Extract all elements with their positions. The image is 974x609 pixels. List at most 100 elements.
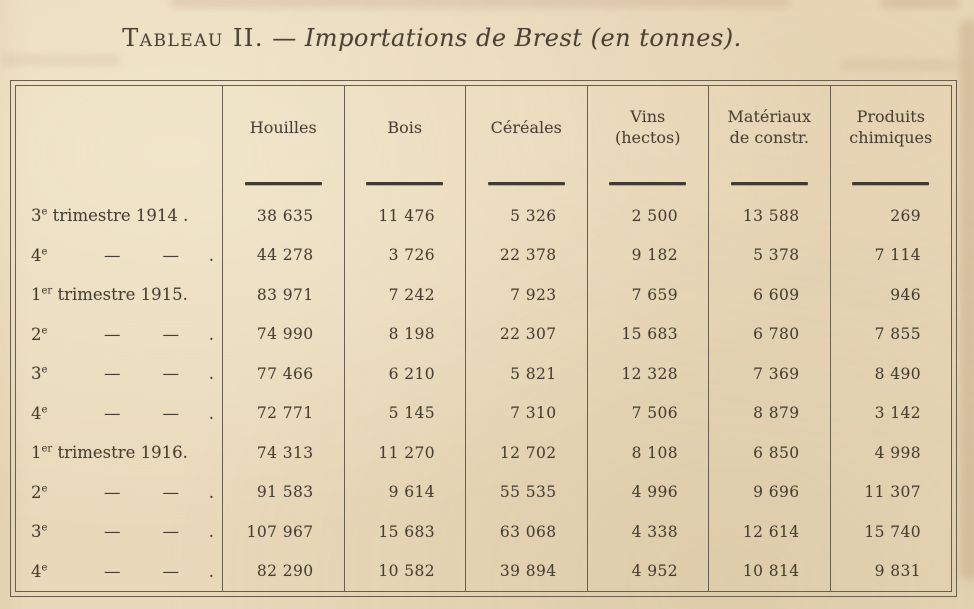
print-bleed-smudge [170,0,790,8]
cell-materiaux-de-constr-row9: 12 614 [708,512,830,552]
cell-materiaux-de-constr-row3: 6 609 [708,275,830,315]
cell-vins-row6: 7 506 [586,393,709,433]
ditto-dash: — [104,245,121,265]
ditto-dash: — [104,403,121,423]
table-outer-frame: Houilles Bois Céréales Vins (hectos) Matériau… [10,80,957,597]
cell-produits-chimiques-row2: 7 114 [829,235,952,275]
row-label: 1er trimestre 1916. [16,433,222,473]
column-header-vins: Vins (hectos) [586,86,709,170]
cell-cereales-row5: 5 821 [465,354,587,394]
cell-cereales-row7: 12 702 [465,433,587,473]
cell-cereales-row9: 63 068 [465,512,587,552]
row-label-period: . [208,245,214,265]
cell-produits-chimiques-row1: 269 [829,196,952,236]
header-rule-bar [852,181,930,185]
row-ordinal: 2e [31,482,48,502]
row-label-text: 3e trimestre 1914 . [31,206,189,226]
cell-bois-row3: 7 242 [343,275,466,315]
cell-bois-row9: 15 683 [343,512,466,552]
cell-materiaux-de-constr-row8: 9 696 [708,472,830,512]
row-label: 3e — —. [16,354,222,394]
cell-vins-row2: 9 182 [586,235,709,275]
row-ordinal: 3e [31,364,48,384]
column-header-houilles: Houilles [222,86,344,170]
cell-bois-row2: 3 726 [343,235,466,275]
cell-bois-row7: 11 270 [343,433,466,473]
ditto-dash: — [104,561,121,581]
cell-materiaux-de-constr-row7: 6 850 [708,433,830,473]
row-ordinal: 4e [31,403,48,423]
print-bleed-smudge [0,55,120,65]
row-ordinal: 3e [31,522,48,542]
cell-produits-chimiques-row9: 15 740 [829,512,952,552]
header-rule-houilles [222,170,344,196]
cell-houilles-row8: 91 583 [222,472,344,512]
header-rule-cereales [465,170,587,196]
row-label-period: . [208,561,214,581]
row-label-period: . [208,522,214,542]
ditto-dash: — [162,324,180,344]
column-header-materiaux-de-constr: Matériaux de constr. [708,86,830,170]
print-bleed-smudge [880,0,960,8]
column-header-line2: chimiques [849,128,933,147]
cell-materiaux-de-constr-row6: 8 879 [708,393,830,433]
cell-produits-chimiques-row10: 9 831 [829,551,952,591]
cell-vins-row3: 7 659 [586,275,709,315]
header-rule-bar [487,181,565,185]
cell-houilles-row4: 74 990 [222,314,344,354]
cell-houilles-row6: 72 771 [222,393,344,433]
ditto-dash: — [162,482,180,502]
column-header-line1: Houilles [249,117,317,137]
ditto-dash: — [162,364,180,384]
header-rule-bar [366,181,444,185]
header-rule-empty-cell [16,170,222,196]
row-label: 1er trimestre 1915. [16,275,222,315]
row-label-period: . [208,364,214,384]
row-label: 4e — —. [16,552,222,592]
column-header-line1: Vins [630,107,666,127]
cell-houilles-row7: 74 313 [222,433,344,473]
cell-materiaux-de-constr-row10: 10 814 [708,551,830,591]
cell-bois-row6: 5 145 [343,393,466,433]
cell-vins-row4: 15 683 [586,314,709,354]
print-bleed-smudge [840,60,960,70]
cell-produits-chimiques-row3: 946 [829,275,952,315]
header-rule-vins [586,170,709,196]
cell-bois-row5: 6 210 [343,354,466,394]
imports-table: Houilles Bois Céréales Vins (hectos) Matériau… [16,86,951,591]
ditto-dash: — [162,522,180,542]
row-label: 2e — —. [16,315,222,355]
cell-materiaux-de-constr-row1: 13 588 [708,196,830,236]
cell-bois-row10: 10 582 [343,551,466,591]
row-ordinal: 2e [31,324,48,344]
row-label-text: 1er trimestre 1916. [31,443,188,463]
table-title-number: Tableau II. [122,24,265,52]
column-header-line2: de constr. [729,128,809,147]
header-rule-bar [609,181,687,185]
row-ordinal: 4e [31,245,48,265]
cell-bois-row4: 8 198 [343,314,466,354]
cell-houilles-row10: 82 290 [222,551,344,591]
cell-materiaux-de-constr-row4: 6 780 [708,314,830,354]
cell-produits-chimiques-row6: 3 142 [829,393,952,433]
cell-materiaux-de-constr-row2: 5 378 [708,235,830,275]
column-header-bois: Bois [343,86,466,170]
cell-produits-chimiques-row7: 4 998 [829,433,952,473]
cell-cereales-row10: 39 894 [465,551,587,591]
row-label-period: . [208,324,214,344]
cell-houilles-row2: 44 278 [222,235,344,275]
cell-vins-row9: 4 338 [586,512,709,552]
ditto-dash: — [162,245,180,265]
cell-produits-chimiques-row5: 8 490 [829,354,952,394]
cell-cereales-row4: 22 307 [465,314,587,354]
cell-cereales-row2: 22 378 [465,235,587,275]
cell-houilles-row3: 83 971 [222,275,344,315]
table-title-text: Importations de Brest (en tonnes). [304,24,742,52]
cell-vins-row5: 12 328 [586,354,709,394]
ditto-dash: — [104,482,121,502]
header-rule-bar [730,181,808,185]
cell-produits-chimiques-row8: 11 307 [829,472,952,512]
ditto-dash: — [104,522,121,542]
cell-vins-row1: 2 500 [586,196,709,236]
page-edge-shadow [960,20,974,580]
